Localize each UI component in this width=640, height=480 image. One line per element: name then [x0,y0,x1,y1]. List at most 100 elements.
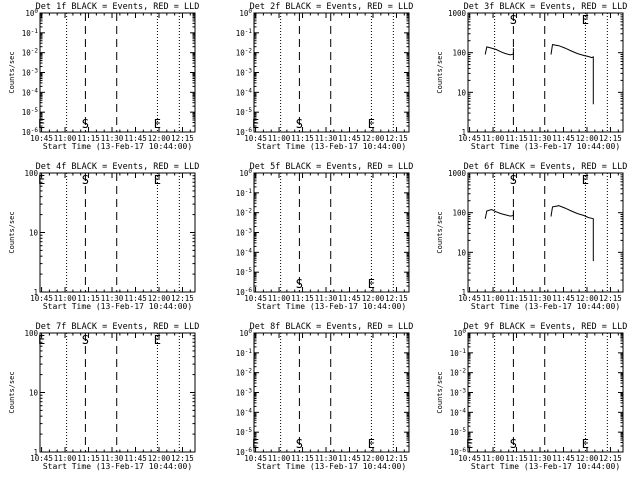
y-tick-label-0: 1 [33,288,38,297]
x-tick-label-1: 11:00 [54,134,77,143]
x-tick-label-4: 11:45 [552,134,575,143]
plot-frame [39,12,196,133]
x-tick-label-0: 10:45 [458,134,481,143]
y-tick-label-5: 10-5 [22,107,39,117]
panel-det-2: Det 2f BLACK = Events, RED = LLD Start Ti… [236,2,414,151]
event-marker-S-0: S [510,13,517,27]
x-tick-label-0: 10:45 [458,454,481,463]
x-tick-label-2: 11:15 [291,134,314,143]
x-tick-label-3: 11:30 [101,294,124,303]
event-marker-S-1: S [82,117,89,131]
panel-det-1: Det 1f BLACK = Events, RED = LLD Counts/s… [8,2,199,151]
y-tick-label-2: 10-2 [236,208,253,218]
x-tick-label-2: 11:15 [77,454,100,463]
y-tick-label-2: 100 [452,209,466,218]
event-marker-E-2: E [368,437,375,451]
y-tick-label-6: 10-6 [236,127,253,137]
x-tick-label-3: 11:30 [101,134,124,143]
plot-frame [467,12,624,133]
y-tick-label-3: 10-3 [236,228,253,238]
event-marker-S-1: S [510,437,517,451]
x-tick-label-4: 11:45 [124,454,147,463]
x-axis-label: Start Time (13-Feb-17 10:44:00) [43,142,192,151]
panel-title: Det 3f BLACK = Events, RED = LLD [464,2,628,12]
event-marker-E-0: E [38,117,45,131]
x-axis-label: Start Time (13-Feb-17 10:44:00) [471,462,620,471]
event-marker-E-2: E [154,333,161,347]
event-marker-S-1: S [82,333,89,347]
y-tick-label-3: 1000 [448,169,467,178]
x-tick-label-5: 12:00 [148,134,171,143]
x-tick-label-5: 12:00 [148,294,171,303]
x-tick-label-2: 11:15 [291,294,314,303]
y-tick-label-1: 10 [29,229,39,238]
panel-det-9: Det 9f BLACK = Events, RED = LLD Counts/s… [436,322,627,471]
event-marker-S-1: S [296,437,303,451]
plot-frame [39,332,196,453]
y-tick-label-4: 10-4 [236,87,253,97]
x-tick-label-5: 12:00 [576,134,599,143]
event-marker-E-2: E [582,437,589,451]
x-tick-label-1: 11:00 [268,454,291,463]
y-tick-label-1: 10-1 [450,348,467,358]
x-tick-label-2: 11:15 [505,134,528,143]
panel-det-6: Det 6f BLACK = Events, RED = LLD Counts/s… [436,162,627,311]
event-marker-S-0: S [296,277,303,291]
series-line-0 [484,46,514,56]
y-tick-label-2: 10-2 [236,368,253,378]
event-marker-S-1: S [82,173,89,187]
panel-title: Det 7f BLACK = Events, RED = LLD [36,322,200,332]
x-axis-label: Start Time (13-Feb-17 10:44:00) [257,302,406,311]
y-tick-label-1: 10-1 [22,28,39,38]
y-tick-label-5: 10-5 [236,427,253,437]
y-axis-label: Counts/sec [8,211,16,253]
x-tick-label-3: 11:30 [315,454,338,463]
y-tick-label-2: 10-2 [450,368,467,378]
event-marker-S-1: S [296,117,303,131]
event-marker-E-1: E [582,173,589,187]
panel-title: Det 5f BLACK = Events, RED = LLD [250,162,414,172]
x-tick-label-6: 12:15 [599,134,622,143]
y-tick-label-5: 10-5 [236,107,253,117]
series-line-1 [550,205,594,262]
y-tick-label-4: 10-4 [236,407,253,417]
x-tick-label-6: 12:15 [385,294,408,303]
x-tick-label-3: 11:30 [529,294,552,303]
x-tick-label-0: 10:45 [244,134,267,143]
x-tick-label-0: 10:45 [244,294,267,303]
event-marker-S-0: S [510,173,517,187]
y-tick-label-2: 10-2 [236,48,253,58]
x-tick-label-5: 12:00 [362,454,385,463]
x-tick-label-1: 11:00 [268,294,291,303]
y-tick-label-4: 10-4 [450,407,467,417]
series-line-0 [484,208,514,219]
x-axis-label: Start Time (13-Feb-17 10:44:00) [471,302,620,311]
y-axis-label: Counts/sec [436,371,444,413]
x-tick-label-2: 11:15 [77,134,100,143]
x-axis-label: Start Time (13-Feb-17 10:44:00) [43,462,192,471]
panel-det-3: Det 3f BLACK = Events, RED = LLD Counts/s… [436,2,627,151]
y-tick-label-0: 1 [461,128,466,137]
x-axis-label: Start Time (13-Feb-17 10:44:00) [257,142,406,151]
y-tick-label-2: 100 [24,329,38,338]
x-tick-label-6: 12:15 [171,134,194,143]
panel-det-5: Det 5f BLACK = Events, RED = LLD Start Ti… [236,162,414,311]
x-tick-label-1: 11:00 [482,294,505,303]
y-tick-label-1: 10-1 [236,188,253,198]
y-tick-label-6: 10-6 [236,447,253,457]
y-tick-label-4: 10-4 [236,247,253,257]
y-tick-label-0: 100 [239,8,252,18]
panel-det-4: Det 4f BLACK = Events, RED = LLD Counts/s… [8,162,199,311]
x-tick-label-0: 10:45 [30,134,53,143]
x-tick-label-4: 11:45 [338,134,361,143]
x-tick-label-6: 12:15 [171,454,194,463]
x-tick-label-6: 12:15 [599,294,622,303]
x-tick-label-5: 12:00 [148,454,171,463]
x-tick-label-6: 12:15 [599,454,622,463]
x-tick-label-0: 10:45 [30,454,53,463]
event-marker-E-0: E [38,333,45,347]
y-tick-label-2: 10-2 [22,48,39,58]
x-tick-label-1: 11:00 [482,134,505,143]
y-tick-label-1: 10 [29,389,39,398]
